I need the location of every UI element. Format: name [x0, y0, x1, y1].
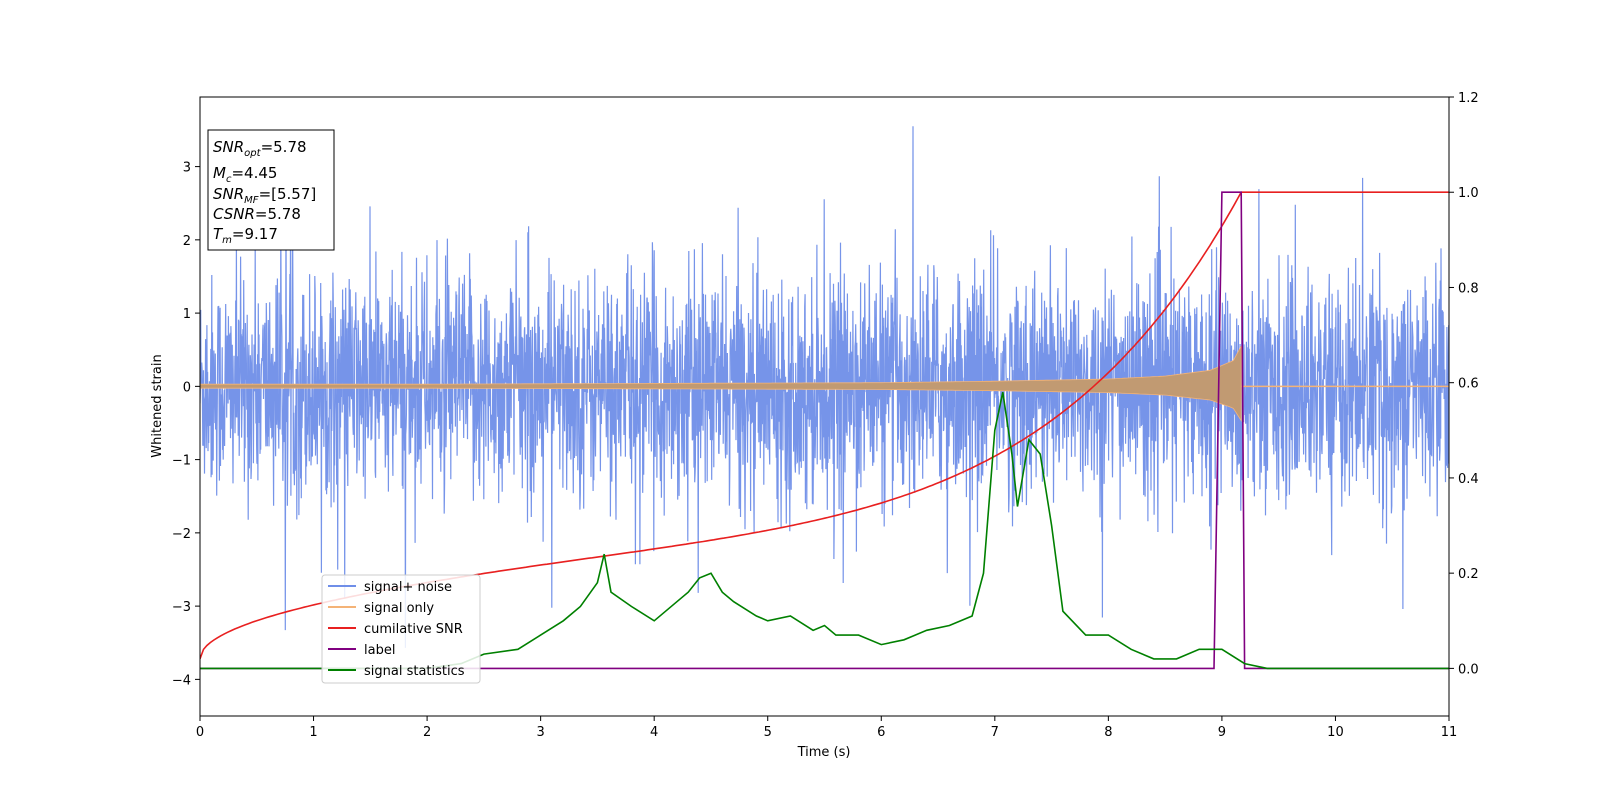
x-tick-label: 0 — [196, 725, 204, 740]
x-tick-label: 2 — [423, 725, 431, 740]
svg-text:signal only: signal only — [364, 601, 434, 616]
annotation-snr-opt: SNRopt=5.78 — [213, 138, 307, 159]
y-tick-label: −1 — [172, 454, 191, 469]
svg-text:signal+ noise: signal+ noise — [364, 580, 452, 595]
annotation-csnr: CSNR=5.78 — [213, 205, 301, 223]
legend-item-signal-only: signal only — [328, 601, 434, 616]
y2-tick-label: 0.8 — [1458, 281, 1479, 296]
x-ticks: 0 1 2 3 4 5 6 7 8 9 10 11 — [196, 716, 1457, 740]
legend-item-signal-statistics: signal statistics — [328, 664, 465, 679]
y2-tick-label: 1.2 — [1458, 91, 1479, 106]
x-tick-label: 10 — [1327, 725, 1344, 740]
y-ticks: 3 2 1 0 −1 −2 −3 −4 — [172, 161, 200, 688]
series-signal-only — [200, 345, 1242, 422]
y-tick-label: −2 — [172, 527, 191, 542]
y-tick-label: −4 — [172, 673, 191, 688]
svg-text:signal statistics: signal statistics — [364, 664, 465, 679]
legend-item-cumulative-snr: cumilative SNR — [328, 622, 463, 637]
x-tick-label: 7 — [991, 725, 999, 740]
y-tick-label: 1 — [183, 307, 191, 322]
plot-frame — [199, 96, 1450, 717]
series-layer — [200, 126, 1449, 670]
x-tick-label: 5 — [764, 725, 772, 740]
legend: signal+ noise signal only cumilative SNR… — [321, 574, 481, 684]
x-tick-label: 6 — [877, 725, 885, 740]
y2-tick-label: 0.2 — [1458, 567, 1479, 582]
y2-tick-label: 0.4 — [1458, 472, 1479, 487]
y-axis-label: Whitened strain — [150, 354, 165, 457]
x-axis-label: Time (s) — [797, 745, 851, 760]
legend-item-signal-noise: signal+ noise — [328, 580, 452, 595]
y-tick-label: 3 — [183, 161, 191, 176]
annotation-tm: Tm=9.17 — [213, 225, 278, 246]
svg-text:cumilative SNR: cumilative SNR — [364, 622, 463, 637]
x-tick-label: 3 — [536, 725, 544, 740]
y2-ticks: 1.2 1.0 0.8 0.6 0.4 0.2 0.0 — [1449, 91, 1479, 677]
svg-text:label: label — [364, 643, 395, 658]
y2-tick-label: 0.6 — [1458, 377, 1479, 392]
y-tick-label: 0 — [183, 380, 191, 395]
x-tick-label: 4 — [650, 725, 658, 740]
x-tick-label: 11 — [1441, 725, 1458, 740]
x-tick-label: 1 — [309, 725, 317, 740]
annotation-snr-mf: SNRMF=[5.57] — [213, 185, 316, 206]
x-tick-label: 8 — [1104, 725, 1112, 740]
annotation-box: SNRopt=5.78 Mc=4.45 SNRMF=[5.57] CSNR=5.… — [207, 129, 335, 251]
series-signal-statistics — [200, 392, 1449, 670]
x-tick-label: 9 — [1218, 725, 1226, 740]
y-tick-label: −3 — [172, 600, 191, 615]
legend-item-label: label — [328, 643, 395, 658]
y2-tick-label: 0.0 — [1458, 662, 1479, 677]
annotation-mc: Mc=4.45 — [213, 164, 277, 185]
y2-tick-label: 1.0 — [1458, 186, 1479, 201]
y-tick-label: 2 — [183, 234, 191, 249]
